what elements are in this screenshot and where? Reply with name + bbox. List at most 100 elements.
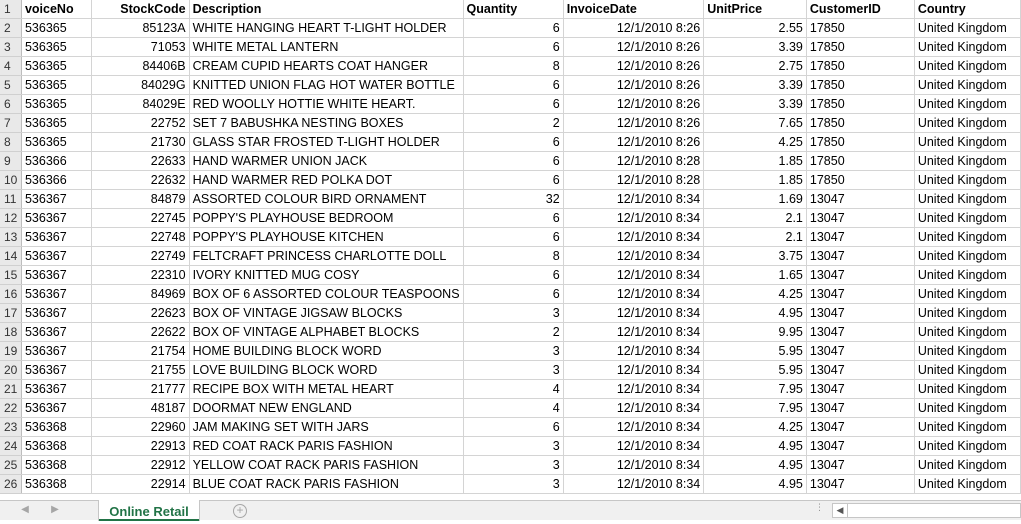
row-number[interactable]: 8 bbox=[0, 132, 22, 152]
spreadsheet-grid[interactable]: 1 voiceNo StockCode Description Quantity Invo… bbox=[0, 0, 1021, 500]
row-number[interactable]: 24 bbox=[0, 436, 22, 456]
table-cell[interactable]: 13047 bbox=[806, 455, 915, 475]
column-header[interactable]: StockCode bbox=[91, 0, 190, 19]
table-cell[interactable]: United Kingdom bbox=[914, 208, 1021, 228]
row-number[interactable]: 21 bbox=[0, 379, 22, 399]
table-cell[interactable]: 12/1/2010 8:28 bbox=[563, 151, 705, 171]
table-cell[interactable]: 12/1/2010 8:34 bbox=[563, 341, 705, 361]
table-cell[interactable]: CREAM CUPID HEARTS COAT HANGER bbox=[189, 56, 464, 76]
table-cell[interactable]: 536365 bbox=[21, 94, 92, 114]
table-cell[interactable]: 536367 bbox=[21, 284, 92, 304]
table-cell[interactable]: 22913 bbox=[91, 436, 190, 456]
table-cell[interactable]: United Kingdom bbox=[914, 265, 1021, 285]
column-header[interactable]: InvoiceDate bbox=[563, 0, 705, 19]
table-cell[interactable]: 536367 bbox=[21, 379, 92, 399]
table-cell[interactable]: United Kingdom bbox=[914, 227, 1021, 247]
table-cell[interactable]: United Kingdom bbox=[914, 94, 1021, 114]
row-number[interactable]: 3 bbox=[0, 37, 22, 57]
table-cell[interactable]: 13047 bbox=[806, 474, 915, 494]
table-cell[interactable]: 536367 bbox=[21, 227, 92, 247]
table-cell[interactable]: 17850 bbox=[806, 94, 915, 114]
row-number[interactable]: 4 bbox=[0, 56, 22, 76]
column-header[interactable]: Country bbox=[914, 0, 1021, 19]
table-cell[interactable]: 12/1/2010 8:26 bbox=[563, 37, 705, 57]
table-cell[interactable]: 5.95 bbox=[703, 341, 807, 361]
table-cell[interactable]: 12/1/2010 8:26 bbox=[563, 75, 705, 95]
row-number[interactable]: 19 bbox=[0, 341, 22, 361]
table-cell[interactable]: 3 bbox=[463, 360, 564, 380]
split-handle-icon[interactable]: ⋮ bbox=[815, 502, 824, 512]
table-cell[interactable]: 4.25 bbox=[703, 284, 807, 304]
table-cell[interactable]: BOX OF 6 ASSORTED COLOUR TEASPOONS bbox=[189, 284, 464, 304]
scroll-tabs-right-icon[interactable]: ▶ bbox=[51, 504, 59, 515]
table-cell[interactable]: 12/1/2010 8:34 bbox=[563, 284, 705, 304]
scroll-left-arrow-icon[interactable]: ◀ bbox=[833, 504, 848, 517]
table-cell[interactable]: 536365 bbox=[21, 113, 92, 133]
table-cell[interactable]: 22752 bbox=[91, 113, 190, 133]
table-cell[interactable]: RED COAT RACK PARIS FASHION bbox=[189, 436, 464, 456]
table-cell[interactable]: 4.25 bbox=[703, 417, 807, 437]
table-cell[interactable]: 536365 bbox=[21, 56, 92, 76]
table-cell[interactable]: 536367 bbox=[21, 265, 92, 285]
row-number[interactable]: 18 bbox=[0, 322, 22, 342]
sheet-tab-online-retail[interactable]: Online Retail bbox=[98, 500, 200, 521]
table-cell[interactable]: 12/1/2010 8:34 bbox=[563, 417, 705, 437]
table-cell[interactable]: 7.95 bbox=[703, 398, 807, 418]
table-cell[interactable]: 1.65 bbox=[703, 265, 807, 285]
table-cell[interactable]: 22748 bbox=[91, 227, 190, 247]
table-cell[interactable]: 6 bbox=[463, 227, 564, 247]
row-number[interactable]: 11 bbox=[0, 189, 22, 209]
table-cell[interactable]: United Kingdom bbox=[914, 303, 1021, 323]
table-cell[interactable]: 13047 bbox=[806, 208, 915, 228]
table-cell[interactable]: 84406B bbox=[91, 56, 190, 76]
table-cell[interactable]: 12/1/2010 8:26 bbox=[563, 18, 705, 38]
table-cell[interactable]: United Kingdom bbox=[914, 246, 1021, 266]
table-cell[interactable]: United Kingdom bbox=[914, 436, 1021, 456]
table-cell[interactable]: United Kingdom bbox=[914, 398, 1021, 418]
table-cell[interactable]: 1.85 bbox=[703, 151, 807, 171]
row-number[interactable]: 14 bbox=[0, 246, 22, 266]
table-cell[interactable]: 22745 bbox=[91, 208, 190, 228]
table-cell[interactable]: 3.39 bbox=[703, 94, 807, 114]
row-number[interactable]: 1 bbox=[0, 0, 22, 19]
table-cell[interactable]: 536367 bbox=[21, 246, 92, 266]
table-cell[interactable]: 536368 bbox=[21, 474, 92, 494]
table-cell[interactable]: 13047 bbox=[806, 284, 915, 304]
table-cell[interactable]: 84029G bbox=[91, 75, 190, 95]
table-cell[interactable]: 22622 bbox=[91, 322, 190, 342]
table-cell[interactable]: 1.69 bbox=[703, 189, 807, 209]
table-cell[interactable]: 536366 bbox=[21, 170, 92, 190]
scroll-tabs-left-icon[interactable]: ◀ bbox=[21, 504, 29, 515]
table-cell[interactable]: 4.95 bbox=[703, 474, 807, 494]
table-cell[interactable]: 536367 bbox=[21, 208, 92, 228]
table-cell[interactable]: 12/1/2010 8:26 bbox=[563, 94, 705, 114]
table-cell[interactable]: 17850 bbox=[806, 132, 915, 152]
table-cell[interactable]: 5.95 bbox=[703, 360, 807, 380]
table-cell[interactable]: 6 bbox=[463, 284, 564, 304]
table-cell[interactable]: 12/1/2010 8:34 bbox=[563, 360, 705, 380]
table-cell[interactable]: JAM MAKING SET WITH JARS bbox=[189, 417, 464, 437]
row-number[interactable]: 17 bbox=[0, 303, 22, 323]
table-cell[interactable]: 17850 bbox=[806, 18, 915, 38]
table-cell[interactable]: United Kingdom bbox=[914, 75, 1021, 95]
table-cell[interactable]: 32 bbox=[463, 189, 564, 209]
table-cell[interactable]: 4 bbox=[463, 398, 564, 418]
table-cell[interactable]: BOX OF VINTAGE JIGSAW BLOCKS bbox=[189, 303, 464, 323]
row-number[interactable]: 2 bbox=[0, 18, 22, 38]
table-cell[interactable]: 536367 bbox=[21, 303, 92, 323]
column-header[interactable]: voiceNo bbox=[21, 0, 92, 19]
table-cell[interactable]: 71053 bbox=[91, 37, 190, 57]
table-cell[interactable]: 7.65 bbox=[703, 113, 807, 133]
table-cell[interactable]: 536367 bbox=[21, 360, 92, 380]
table-cell[interactable]: LOVE BUILDING BLOCK WORD bbox=[189, 360, 464, 380]
table-cell[interactable]: DOORMAT NEW ENGLAND bbox=[189, 398, 464, 418]
table-cell[interactable]: POPPY'S PLAYHOUSE BEDROOM bbox=[189, 208, 464, 228]
table-cell[interactable]: 12/1/2010 8:28 bbox=[563, 170, 705, 190]
horizontal-scrollbar[interactable]: ◀ bbox=[832, 503, 1021, 518]
table-cell[interactable]: United Kingdom bbox=[914, 474, 1021, 494]
column-header[interactable]: UnitPrice bbox=[703, 0, 807, 19]
table-cell[interactable]: 17850 bbox=[806, 37, 915, 57]
row-number[interactable]: 7 bbox=[0, 113, 22, 133]
table-cell[interactable]: United Kingdom bbox=[914, 151, 1021, 171]
table-cell[interactable]: 6 bbox=[463, 265, 564, 285]
